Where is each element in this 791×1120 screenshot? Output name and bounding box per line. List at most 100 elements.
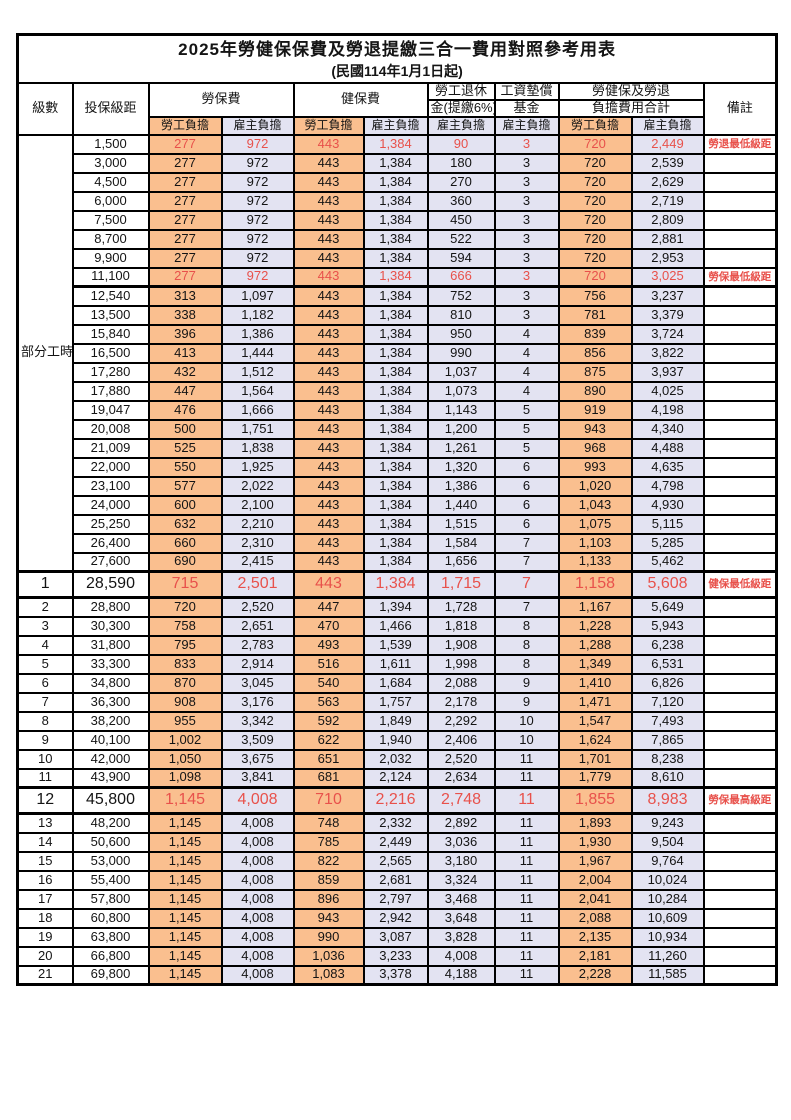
cell-salary-bracket: 28,800 (71, 596, 150, 618)
cell-wage-fund-employer: 6 (493, 494, 560, 516)
cell-wage-fund-employer: 9 (493, 672, 560, 694)
cell-wage-fund-employer: 3 (493, 285, 560, 307)
cell-remark (702, 399, 778, 421)
table-row: 21 69,800 1,145 4,008 1,083 3,378 4,188 11 2,228… (16, 964, 778, 986)
cell-remark (702, 228, 778, 250)
cell-health-insurance-employer: 1,394 (362, 596, 429, 618)
cell-total-employer: 3,379 (630, 304, 705, 326)
cell-remark (702, 907, 778, 929)
cell-total-employee: 720 (557, 133, 633, 155)
cell-salary-bracket: 11,100 (71, 266, 150, 289)
table-row: 20 66,800 1,145 4,008 1,036 3,233 4,008 11 2,181… (16, 945, 778, 967)
title-cell: 2025年勞健保保費及勞退提繳三合一費用對照參考用表 (民國114年1月1日起) (16, 33, 778, 84)
cell-remark (702, 513, 778, 535)
cell-health-insurance-employee: 822 (292, 850, 365, 872)
cell-labor-insurance-employer: 2,022 (220, 475, 295, 497)
cell-labor-insurance-employer: 4,008 (220, 926, 295, 948)
table-row: 3,000 277 972 443 1,384 180 3 720 2,539 (18, 152, 778, 174)
cell-pension-employer: 1,440 (426, 494, 496, 516)
cell-total-employer: 8,610 (630, 767, 705, 789)
cell-labor-insurance-employee: 715 (147, 570, 223, 600)
cell-labor-insurance-employee: 758 (147, 615, 223, 637)
cell-health-insurance-employer: 1,384 (362, 456, 429, 478)
cell-wage-fund-employer: 11 (493, 869, 560, 891)
cell-total-employee: 1,043 (557, 494, 633, 516)
cell-total-employee: 1,288 (557, 634, 633, 656)
cell-total-employee: 1,349 (557, 653, 633, 675)
cell-wage-fund-employer: 11 (493, 850, 560, 872)
cell-labor-insurance-employer: 972 (220, 152, 295, 174)
cell-pension-employer: 4,008 (426, 945, 496, 967)
cell-total-employee: 781 (557, 304, 633, 326)
col-header-total-line2: 負擔費用合計 (557, 98, 705, 118)
cell-total-employer: 6,826 (630, 672, 705, 694)
cell-total-employee: 875 (557, 361, 633, 383)
cell-health-insurance-employee: 785 (292, 831, 365, 853)
cell-wage-fund-employer: 3 (493, 247, 560, 269)
cell-health-insurance-employee: 443 (292, 570, 365, 600)
cell-health-insurance-employee: 443 (292, 361, 365, 383)
cell-remark (702, 247, 778, 269)
cell-pension-employer: 1,073 (426, 380, 496, 402)
cell-pension-employer: 2,892 (426, 812, 496, 834)
cell-salary-bracket: 38,200 (71, 710, 150, 732)
cell-salary-bracket: 55,400 (71, 869, 150, 891)
cell-remark (702, 304, 778, 326)
cell-salary-bracket: 16,500 (71, 342, 150, 364)
cell-remark (702, 456, 778, 478)
cell-salary-bracket: 6,000 (71, 190, 150, 212)
table-row: 2 28,800 720 2,520 447 1,394 1,728 7 1,167 5,649 (16, 596, 778, 618)
cell-wage-fund-employer: 4 (493, 361, 560, 383)
cell-health-insurance-employer: 1,384 (362, 418, 429, 440)
cell-health-insurance-employee: 443 (292, 551, 365, 573)
cell-pension-employer: 180 (426, 152, 496, 174)
cell-total-employee: 1,930 (557, 831, 633, 853)
cell-health-insurance-employee: 990 (292, 926, 365, 948)
cell-remark (702, 672, 778, 694)
cell-pension-employer: 3,468 (426, 888, 496, 910)
cell-remark (702, 888, 778, 910)
cell-labor-insurance-employer: 1,097 (220, 285, 295, 307)
cell-labor-insurance-employer: 972 (220, 209, 295, 231)
cell-level: 11 (16, 767, 74, 789)
cell-labor-insurance-employer: 3,176 (220, 691, 295, 713)
cell-wage-fund-employer: 11 (493, 964, 560, 986)
cell-labor-insurance-employer: 3,342 (220, 710, 295, 732)
cell-health-insurance-employee: 622 (292, 729, 365, 751)
cell-labor-insurance-employee: 577 (147, 475, 223, 497)
cell-salary-bracket: 69,800 (71, 964, 150, 986)
cell-pension-employer: 2,178 (426, 691, 496, 713)
cell-labor-insurance-employer: 2,520 (220, 596, 295, 618)
cell-level: 13 (16, 812, 74, 834)
cell-total-employer: 7,865 (630, 729, 705, 751)
cell-total-employee: 968 (557, 437, 633, 459)
cell-labor-insurance-employer: 4,008 (220, 888, 295, 910)
cell-level: 14 (16, 831, 74, 853)
cell-labor-insurance-employer: 4,008 (220, 869, 295, 891)
cell-labor-insurance-employee: 1,145 (147, 888, 223, 910)
cell-labor-insurance-employer: 4,008 (220, 850, 295, 872)
cell-pension-employer: 1,320 (426, 456, 496, 478)
cell-total-employer: 10,609 (630, 907, 705, 929)
cell-pension-employer: 1,261 (426, 437, 496, 459)
cell-health-insurance-employer: 1,384 (362, 228, 429, 250)
cell-total-employee: 1,158 (557, 570, 633, 600)
cell-pension-employer: 594 (426, 247, 496, 269)
cell-total-employee: 2,088 (557, 907, 633, 929)
cell-salary-bracket: 12,540 (71, 285, 150, 307)
cell-remark (702, 926, 778, 948)
cell-labor-insurance-employee: 277 (147, 152, 223, 174)
cell-pension-employer: 1,728 (426, 596, 496, 618)
cell-labor-insurance-employee: 1,050 (147, 748, 223, 770)
cell-total-employee: 1,547 (557, 710, 633, 732)
cell-health-insurance-employer: 1,684 (362, 672, 429, 694)
cell-health-insurance-employer: 2,797 (362, 888, 429, 910)
cell-labor-insurance-employee: 1,002 (147, 729, 223, 751)
cell-pension-employer: 270 (426, 171, 496, 193)
cell-labor-insurance-employee: 500 (147, 418, 223, 440)
cell-labor-insurance-employee: 413 (147, 342, 223, 364)
cell-wage-fund-employer: 11 (493, 786, 560, 816)
cell-salary-bracket: 27,600 (71, 551, 150, 573)
cell-level: 18 (16, 907, 74, 929)
cell-total-employer: 4,635 (630, 456, 705, 478)
